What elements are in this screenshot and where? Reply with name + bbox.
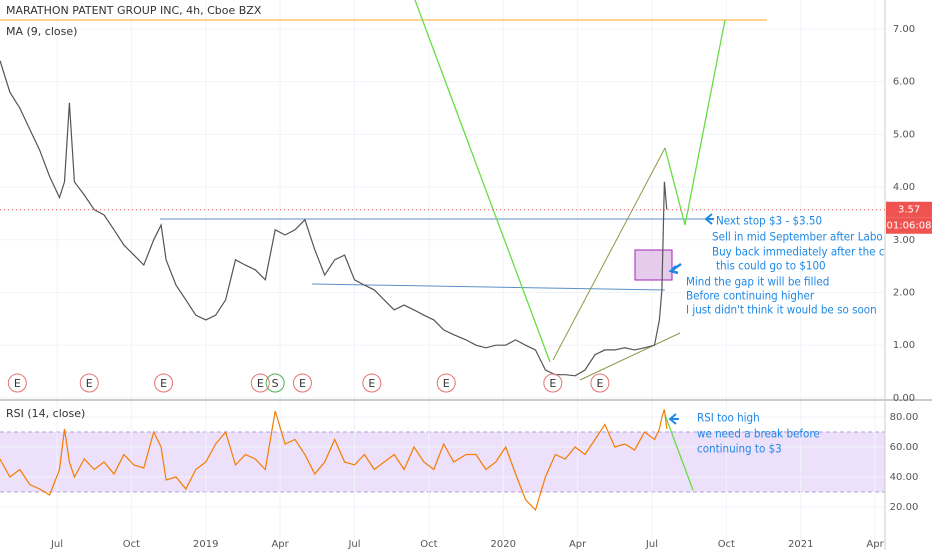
x-tick-label: Jul [50,539,63,550]
arrow [704,213,714,225]
rsi-band [0,431,885,492]
x-tick-label: Oct [123,539,140,550]
y-tick-label: 4.00 [893,182,915,193]
x-tick-label: Oct [420,539,437,550]
countdown-label: 01:06:08 [887,221,932,232]
drawing-line [579,332,681,381]
annotation: this could go to $100 [716,259,826,273]
x-tick-label: Apr [271,539,289,550]
event-marker [292,373,312,393]
countdown-tag [886,217,932,234]
price-tag-label: 3.57 [898,205,920,216]
y-tick-label: 80.00 [890,412,919,423]
event-label: E [257,377,264,390]
y-tick-label: 40.00 [890,472,919,483]
x-tick-label: 2019 [193,539,218,550]
event-label: E [14,377,21,390]
y-tick-label: 3.00 [893,235,915,246]
event-marker [543,373,563,393]
event-marker [250,373,270,393]
event-label: E [443,377,450,390]
drawing-line [664,19,726,226]
y-tick-label: 5.00 [893,129,915,140]
event-label: E [86,377,93,390]
event-label: E [368,377,375,390]
arrow [668,413,679,425]
drawing-line [552,147,666,361]
drawing-line [664,414,694,491]
event-marker [436,373,456,393]
x-tick-label: Jul [347,539,360,550]
annotation: we need a break before [697,427,820,441]
annotation: Next stop $3 - $3.50 [716,214,822,228]
event-label: S [272,377,279,390]
indicator-label: MA (9, close) [6,25,77,38]
event-marker [362,373,382,393]
event-label: E [549,377,556,390]
event-marker [79,373,99,393]
annotation: Sell in mid September after Labo [712,230,883,244]
event-label: E [299,377,306,390]
event-marker [154,373,174,393]
price-tag [886,201,932,218]
x-tick-label: Apr [866,539,884,550]
y-tick-label: 6.00 [893,77,915,88]
y-tick-label: 7.00 [893,24,915,35]
y-tick-label: 0.00 [893,393,915,404]
annotation: continuing to $3 [697,442,782,456]
arrow [668,262,682,275]
annotation: Mind the gap it will be filled [686,275,829,289]
event-marker [590,373,610,393]
y-tick-label: 60.00 [890,442,919,453]
series-line [0,409,668,512]
x-tick-label: Apr [569,539,587,550]
y-tick-label: 20.00 [890,502,919,513]
drawing-line [414,0,551,363]
gap-box [634,249,673,281]
event-label: E [160,377,167,390]
annotation: RSI too high [697,411,760,425]
event-label: E [596,377,603,390]
y-tick-label: 2.00 [893,287,915,298]
event-marker [265,373,285,393]
annotation: Before continuing higher [686,289,815,303]
x-tick-label: 2020 [491,539,516,550]
x-tick-label: Jul [645,539,658,550]
x-tick-label: 2021 [788,539,813,550]
drawing-line [311,283,666,291]
event-marker [7,373,27,393]
chart-title: MARATHON PATENT GROUP INC, 4h, Cboe BZX [6,4,262,17]
y-tick-label: 1.00 [893,340,915,351]
indicator-label: RSI (14, close) [6,407,85,420]
annotation: I just didn't think it would be so soon [686,303,877,317]
x-tick-label: Oct [718,539,735,550]
series-line [0,60,668,377]
annotation: Buy back immediately after the c [712,245,885,259]
